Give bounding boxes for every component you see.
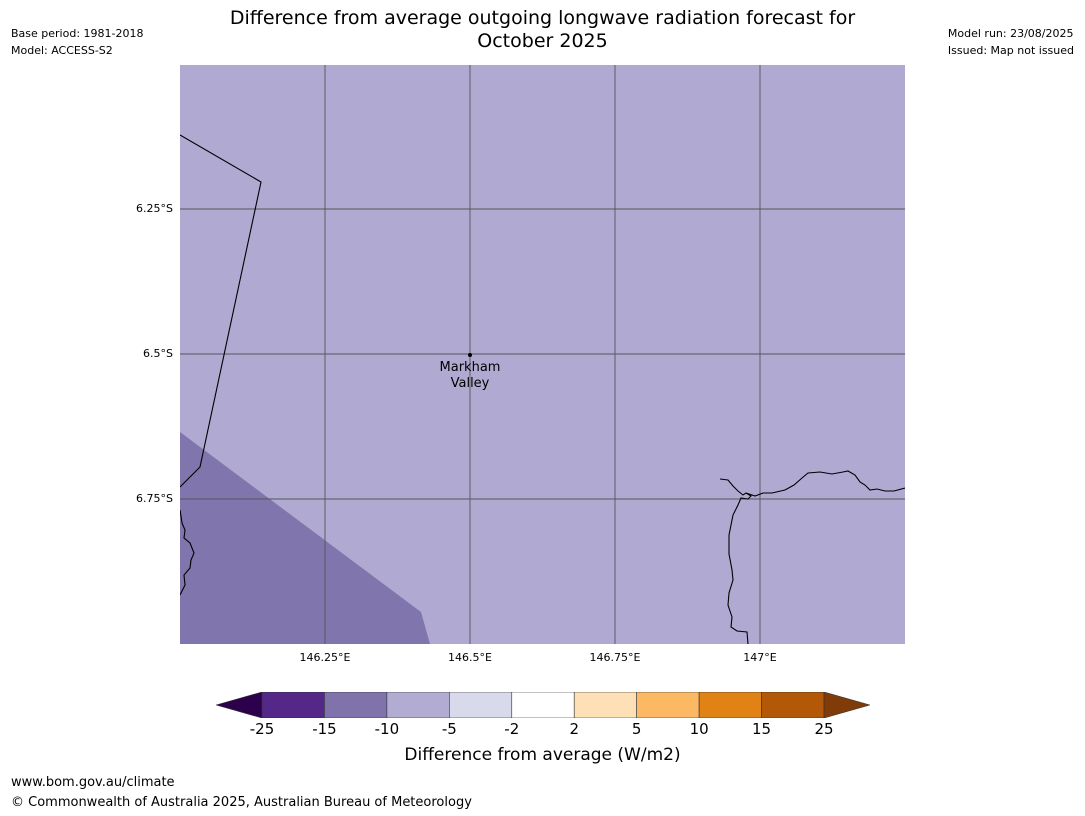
lon-label-147: 147°E bbox=[743, 651, 777, 664]
metadata-right: Model run: 23/08/2025 Issued: Map not is… bbox=[948, 25, 1074, 59]
coastlines bbox=[180, 134, 905, 644]
coastline-east bbox=[745, 470, 905, 497]
lon-label-146-5: 146.5°E bbox=[448, 651, 492, 664]
colorbar-bin bbox=[386, 691, 450, 719]
colorbar-tick-label: -10 bbox=[374, 720, 400, 738]
map-title-line2: October 2025 bbox=[477, 30, 608, 52]
colorbar-extend-low bbox=[214, 691, 263, 719]
colorbar-label: Difference from average (W/m2) bbox=[404, 745, 681, 765]
colorbar-tick-label: 15 bbox=[752, 720, 772, 738]
colorbar-bin bbox=[573, 691, 637, 719]
lat-label-6-25: 6.25°S bbox=[136, 202, 173, 215]
colorbar-graphic bbox=[214, 691, 872, 719]
map-anomaly-region bbox=[180, 432, 430, 644]
colorbar-bin bbox=[324, 691, 388, 719]
colorbar-bin bbox=[761, 691, 825, 719]
map-title-line1: Difference from average outgoing longwav… bbox=[229, 7, 856, 29]
colorbar-tick-label: -5 bbox=[441, 720, 457, 738]
lat-label-6-5: 6.5°S bbox=[143, 347, 173, 360]
footer-copyright: © Commonwealth of Australia 2025, Austra… bbox=[11, 795, 472, 810]
colorbar-tick-label: 5 bbox=[631, 720, 642, 738]
colorbar bbox=[214, 691, 872, 719]
issued-text: Issued: Map not issued bbox=[947, 44, 1074, 57]
colorbar-tick-label: -25 bbox=[249, 720, 275, 738]
colorbar-tick-label: -15 bbox=[312, 720, 337, 738]
map-panel[interactable] bbox=[180, 65, 905, 644]
colorbar-bin bbox=[636, 691, 700, 719]
colorbar-bin bbox=[511, 691, 575, 719]
footer-url[interactable]: www.bom.gov.au/climate bbox=[11, 775, 175, 790]
lon-label-146-75: 146.75°E bbox=[589, 651, 641, 664]
colorbar-bin bbox=[449, 691, 513, 719]
colorbar-extend-high bbox=[823, 691, 872, 719]
river-line bbox=[719, 478, 752, 644]
border-line bbox=[180, 134, 262, 488]
model-text: Model: ACCESS-S2 bbox=[11, 44, 113, 57]
map-title: Difference from average outgoing longwav… bbox=[0, 7, 1085, 53]
base-period-text: Base period: 1981-2018 bbox=[11, 27, 144, 40]
place-label: Markham Valley bbox=[420, 360, 520, 392]
colorbar-bin bbox=[261, 691, 325, 719]
lon-label-146-25: 146.25°E bbox=[299, 651, 351, 664]
colorbar-bin bbox=[698, 691, 762, 719]
lat-label-6-75: 6.75°S bbox=[136, 492, 173, 505]
place-label-line1: Markham bbox=[439, 360, 501, 375]
place-label-line2: Valley bbox=[450, 376, 490, 391]
colorbar-tick-label: 2 bbox=[569, 720, 579, 738]
colorbar-tick-label: 10 bbox=[689, 720, 709, 738]
coastline-southwest bbox=[180, 509, 195, 596]
colorbar-tick-label: -2 bbox=[504, 720, 520, 738]
map-canvas bbox=[180, 65, 905, 644]
location-marker bbox=[468, 353, 472, 357]
colorbar-tick-label: 25 bbox=[814, 720, 834, 738]
model-run-text: Model run: 23/08/2025 bbox=[947, 27, 1074, 40]
metadata-left: Base period: 1981-2018 Model: ACCESS-S2 bbox=[11, 25, 143, 59]
